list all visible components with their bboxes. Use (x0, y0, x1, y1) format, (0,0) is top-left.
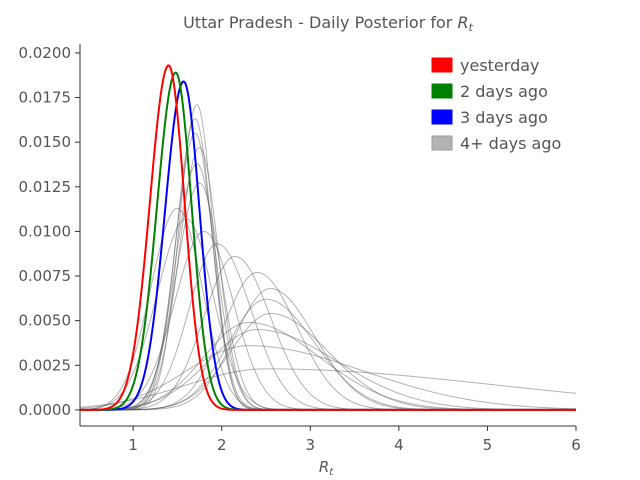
x-tick-label: 4 (394, 436, 404, 454)
legend: yesterday 2 days ago 3 days ago 4+ days ago (431, 56, 561, 153)
y-tick-label: 0.0200 (19, 44, 72, 62)
y-tick-label: 0.0075 (19, 267, 72, 285)
y-tick-label: 0.0150 (19, 133, 72, 151)
posterior-curve-older-14 (80, 163, 576, 411)
y-ticks: 0.0000 0.0025 0.0050 0.0075 0.0100 0.0125 0.01… (19, 44, 80, 419)
posterior-curve-older-1 (79, 345, 577, 410)
x-axis-label-sub: t (329, 467, 334, 478)
y-tick-label: 0.0175 (19, 89, 72, 107)
posterior-curve-older-2 (79, 329, 576, 411)
posterior-curve-older-3 (80, 321, 576, 411)
posterior-curve-yesterday (80, 64, 576, 411)
x-axis-label-var: R (319, 458, 329, 476)
chart-title-sub: t (469, 21, 474, 34)
legend-swatch (431, 83, 453, 99)
y-tick-label: 0.0050 (19, 312, 72, 330)
posterior-curve-older-0 (79, 368, 577, 408)
y-tick-label: 0.0000 (19, 401, 72, 419)
y-tick-label: 0.0100 (19, 222, 72, 240)
x-tick-label: 2 (217, 436, 227, 454)
legend-label: yesterday (460, 56, 540, 75)
legend-swatch (431, 109, 453, 125)
x-tick-label: 1 (128, 436, 138, 454)
chart-title-prefix: Uttar Pradesh - Daily Posterior for (183, 13, 457, 32)
legend-label: 3 days ago (460, 108, 548, 127)
x-tick-label: 6 (571, 436, 581, 454)
x-axis-label: Rt (319, 458, 334, 478)
legend-swatch (431, 57, 453, 73)
legend-label: 2 days ago (460, 82, 548, 101)
y-tick-label: 0.0125 (19, 178, 72, 196)
chart-title-var: R (457, 13, 468, 32)
y-tick-label: 0.0025 (19, 356, 72, 374)
x-tick-label: 3 (306, 436, 316, 454)
legend-label: 4+ days ago (460, 134, 561, 153)
x-tick-label: 5 (483, 436, 493, 454)
legend-swatch (431, 135, 453, 151)
chart-title: Uttar Pradesh - Daily Posterior for Rt (183, 13, 473, 34)
curves-layer (79, 64, 577, 411)
x-ticks: 1 2 3 4 5 6 (128, 426, 581, 454)
